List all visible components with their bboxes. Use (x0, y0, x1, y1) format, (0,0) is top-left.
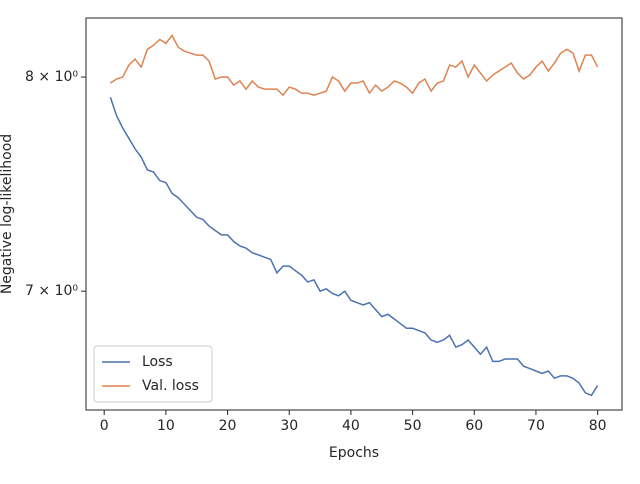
x-tick-label: 50 (404, 418, 422, 434)
x-tick-label: 60 (465, 418, 483, 434)
x-tick-label: 40 (342, 418, 360, 434)
legend-label: Val. loss (142, 378, 199, 394)
y-axis-label: Negative log-likelihood (0, 134, 15, 294)
x-tick-label: 70 (527, 418, 545, 434)
x-tick-label: 0 (100, 418, 109, 434)
x-tick-label: 80 (589, 418, 607, 434)
legend-box (93, 345, 213, 403)
x-tick-label: 10 (157, 418, 175, 434)
x-tick-label: 30 (280, 418, 298, 434)
legend-label: Loss (142, 354, 173, 370)
x-tick-label: 20 (219, 418, 237, 434)
y-tick-label: 8 × 10⁰ (25, 69, 78, 85)
line-series (109, 34, 599, 97)
line-series (109, 96, 599, 397)
x-axis-label: Epochs (329, 445, 379, 461)
y-tick-label: 7 × 10⁰ (25, 283, 78, 299)
